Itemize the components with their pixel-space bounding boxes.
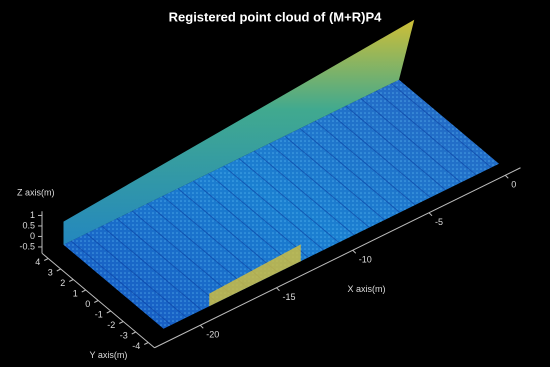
y-tick	[119, 321, 124, 324]
floor-streak	[147, 203, 248, 288]
floor-streak	[238, 158, 340, 243]
x-tick	[199, 324, 204, 329]
z-tick-label: 0	[30, 231, 35, 241]
floor-streak	[314, 120, 416, 206]
floor-streak	[375, 90, 477, 176]
floor-streak	[162, 195, 263, 281]
floor-streak	[284, 135, 385, 221]
floor-streak	[345, 105, 446, 191]
x-tick-label: -5	[435, 217, 443, 227]
z-axis-label: Z axis(m)	[17, 188, 55, 198]
floor-streak	[360, 98, 462, 183]
y-tick-label: 3	[48, 267, 53, 277]
y-tick	[131, 331, 136, 335]
floor-streak	[131, 210, 233, 296]
y-tick	[106, 310, 111, 314]
floor-streak	[391, 83, 492, 168]
y-tick-label: 1	[73, 288, 78, 298]
floor-streak	[177, 188, 279, 273]
z-tick-label: -0.5	[19, 241, 35, 251]
curb-cloud	[209, 244, 301, 307]
floor-texture	[63, 79, 499, 329]
floor-streak	[299, 128, 401, 213]
floor-streak	[269, 143, 370, 228]
floor-streak	[330, 113, 431, 198]
z-tick-label: 1	[30, 210, 35, 220]
y-tick-label: 2	[60, 278, 65, 288]
chart-title: Registered point cloud of (M+R)P4	[169, 9, 382, 24]
y-axis-label: Y axis(m)	[90, 350, 128, 360]
floor-streak	[101, 225, 202, 311]
floor-streak	[208, 173, 309, 258]
floor-streak	[192, 180, 294, 266]
y-tick	[69, 279, 74, 282]
y-tick	[56, 268, 61, 272]
x-tick-label: -15	[283, 292, 296, 302]
wall-cloud	[63, 19, 415, 245]
x-tick	[276, 287, 280, 292]
floor-streak	[253, 150, 355, 236]
floor-streak	[70, 240, 172, 326]
y-tick	[94, 300, 99, 303]
x-tick	[352, 249, 357, 254]
y-tick-label: -1	[95, 309, 103, 319]
floor-streak	[86, 233, 187, 318]
point-cloud	[63, 19, 499, 329]
floor-streak	[223, 165, 324, 251]
x-tick-label: -10	[359, 255, 372, 265]
y-tick-label: -3	[120, 330, 128, 340]
y-tick-label: 4	[35, 257, 40, 267]
x-axis-line	[154, 167, 521, 349]
x-axis-label: X axis(m)	[348, 284, 386, 294]
x-tick-label: 0	[511, 180, 516, 190]
x-tick	[428, 212, 433, 217]
floor-streak	[116, 218, 218, 303]
y-tick-label: 0	[85, 299, 90, 309]
x-tick	[504, 174, 509, 179]
y-tick-label: -4	[132, 341, 140, 351]
x-tick-label: -20	[206, 330, 219, 340]
y-tick	[44, 258, 49, 261]
y-tick	[144, 342, 149, 345]
y-tick-label: -2	[107, 320, 115, 330]
y-tick	[81, 289, 86, 293]
z-tick-label: 0.5	[22, 220, 35, 230]
